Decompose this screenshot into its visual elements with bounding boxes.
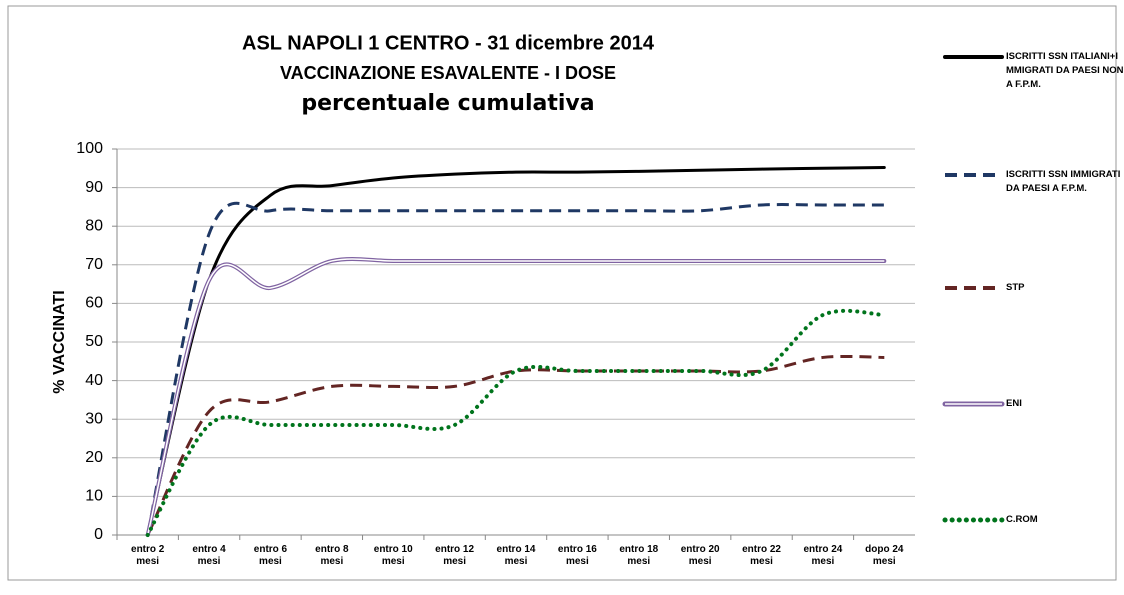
y-tick-label: 30 [85,410,103,427]
x-tick-label: entro 22 mesi [742,544,781,567]
y-tick-label: 90 [85,179,103,196]
x-tick-label: dopo 24 mesi [865,544,904,567]
y-axis-label: % VACCINATI [51,290,68,393]
y-tick-label: 40 [85,372,103,389]
x-tick-label: entro 6 mesi [253,544,288,567]
series-line [145,308,887,537]
x-tick-label: entro 16 mesi [557,544,597,567]
y-tick-label: 50 [85,333,103,350]
x-tick-label: entro 8 mesi [315,544,349,567]
x-tick-label: entro 4 mesi [192,544,226,567]
y-tick-label: 20 [85,449,103,466]
x-tick-label: entro 14 mesi [496,544,536,567]
series-line [146,354,885,536]
y-tick-label: 70 [85,256,103,273]
x-tick-label: entro 20 mesi [680,544,720,567]
line-highlight [146,258,885,536]
chart-title: percentuale cumulativa [301,91,594,116]
y-tick-label: 10 [85,488,103,505]
x-tick-label: entro 2 mesi [131,544,165,567]
series-line [146,166,886,537]
x-tick-label: entro 18 mesi [619,544,659,567]
series-line [146,201,885,536]
x-tick-label: entro 24 mesi [803,544,843,567]
y-tick-label: 0 [94,526,103,543]
x-tick-label: entro 10 mesi [373,544,413,567]
y-tick-label: 60 [85,295,103,312]
legend-label: ENI [1006,398,1022,409]
x-tick-label: entro 12 mesi [435,544,475,567]
chart-border [7,5,1117,581]
legend-label: ISCRITTI SSN IMMIGRATI DA PAESI A F.P.M. [1006,169,1121,194]
chart-title: VACCINAZIONE ESAVALENTE - I DOSE [280,63,616,83]
y-tick-label: 80 [85,217,103,234]
legend-label: STP [1006,282,1025,293]
legend-label: ISCRITTI SSN ITALIANI+IMMIGRATI DA PAESI… [1006,51,1124,90]
y-tick-label: 100 [76,140,103,157]
chart-title: ASL NAPOLI 1 CENTRO - 31 dicembre 2014 [242,32,655,54]
series-line [145,256,887,537]
legend-label: C.ROM [1006,514,1038,525]
